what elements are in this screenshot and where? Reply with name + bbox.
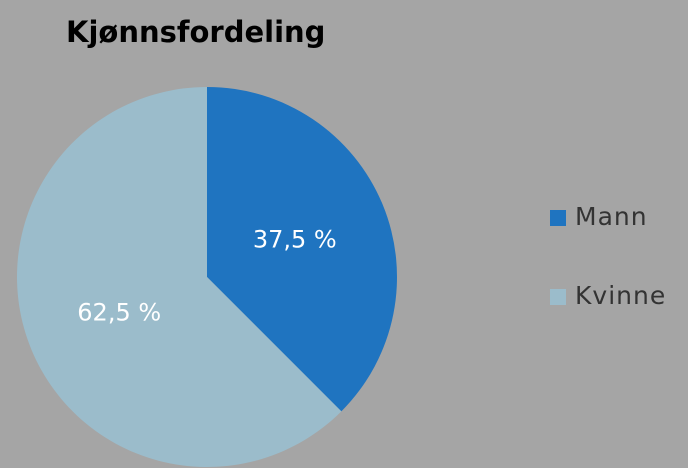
legend-label: Kvinne xyxy=(575,281,666,310)
pie-slice xyxy=(207,87,398,412)
legend-swatch xyxy=(550,289,566,305)
data-label: 37,5 % xyxy=(253,226,337,254)
legend-swatch xyxy=(550,210,566,226)
pie-slice xyxy=(17,87,342,467)
chart-title: Kjønnsfordeling xyxy=(66,15,325,49)
data-label: 62,5 % xyxy=(77,298,161,326)
legend-label: Mann xyxy=(575,202,648,231)
